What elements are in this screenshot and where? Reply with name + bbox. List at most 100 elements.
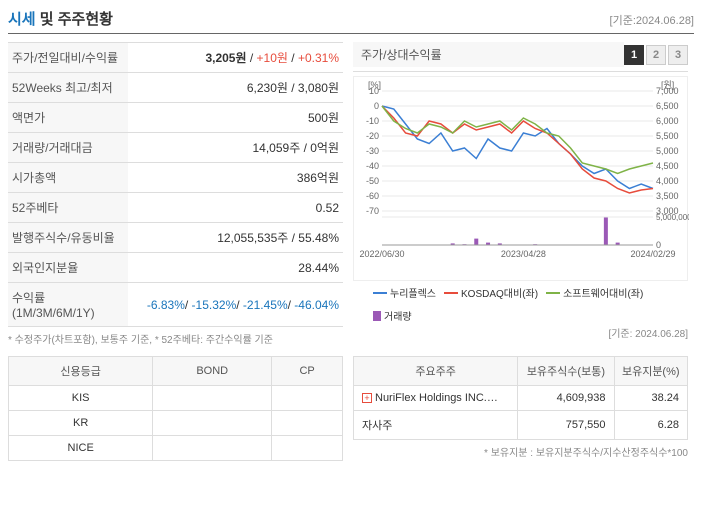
legend-item: 누리플렉스 (373, 285, 436, 300)
chart-area: 107,00006,500-106,000-205,500-305,000-40… (353, 76, 688, 281)
price-main: 3,205원 (205, 51, 246, 65)
stats-value: 14,059주 / 0억원 (128, 133, 343, 163)
shareholder-shares: 4,609,938 (518, 386, 614, 411)
shareholder-pct: 6.28 (614, 411, 688, 440)
legend-swatch (373, 292, 387, 294)
stats-label: 52주베타 (8, 193, 128, 223)
ratings-table: 신용등급BONDCP KISKRNICE (8, 356, 343, 461)
stats-label: 주가/전일대비/수익률 (8, 43, 128, 73)
return-1y: -46.04% (294, 298, 339, 312)
stats-footnote: * 수정주가(차트포함), 보통주 기준, * 52주베타: 주간수익률 기준 (8, 331, 343, 346)
shareholders-header: 보유주식수(보통) (518, 357, 614, 386)
legend-label: 소프트웨어대비(좌) (563, 285, 643, 300)
svg-text:-70: -70 (366, 206, 379, 216)
shareholder-name: +NuriFlex Holdings INC.… (354, 386, 518, 411)
legend-swatch (546, 292, 560, 294)
stats-value: 0.52 (128, 193, 343, 223)
svg-text:2024/02/29: 2024/02/29 (630, 249, 675, 259)
reference-date: [기준:2024.06.28] (610, 12, 694, 28)
stats-row: 시가총액386억원 (8, 163, 343, 193)
svg-text:6,500: 6,500 (656, 101, 679, 111)
return-1m: -6.83% (147, 298, 185, 312)
chart-tab-1[interactable]: 1 (624, 45, 644, 65)
page-title: 시세 및 주주현황 (8, 8, 113, 29)
legend-item: 거래량 (373, 308, 412, 323)
shareholders-table: 주요주주보유주식수(보통)보유지분(%) +NuriFlex Holdings … (353, 356, 688, 440)
stats-label: 발행주식수/유동비율 (8, 223, 128, 253)
ratings-row: NICE (9, 436, 343, 461)
stats-label: 시가총액 (8, 163, 128, 193)
stats-label: 52Weeks 최고/최저 (8, 73, 128, 103)
svg-text:-50: -50 (366, 176, 379, 186)
stats-value: 12,055,535주 / 55.48% (128, 223, 343, 253)
svg-text:3,500: 3,500 (656, 191, 679, 201)
svg-text:-40: -40 (366, 161, 379, 171)
stats-label: 거래량/거래대금 (8, 133, 128, 163)
rating-cp (272, 436, 343, 461)
svg-text:2022/06/30: 2022/06/30 (359, 249, 404, 259)
rating-cp (272, 386, 343, 411)
stats-row: 수익률 (1M/3M/6M/1Y)-6.83%/ -15.32%/ -21.45… (8, 283, 343, 327)
legend-item: KOSDAQ대비(좌) (444, 285, 538, 300)
shareholders-footnote: * 보유지분 : 보유지분주식수/지수산정주식수*100 (353, 444, 688, 459)
chart-ref-date: [기준: 2024.06.28] (353, 325, 688, 340)
svg-text:[%]: [%] (368, 80, 381, 90)
stats-row: 발행주식수/유동비율12,055,535주 / 55.48% (8, 223, 343, 253)
expand-icon[interactable]: + (362, 393, 372, 403)
shareholder-row: +NuriFlex Holdings INC.…4,609,93838.24 (354, 386, 688, 411)
ratings-header: CP (272, 357, 343, 386)
legend-label: 누리플렉스 (390, 285, 436, 300)
chart-tab-3[interactable]: 3 (668, 45, 688, 65)
legend-item: 소프트웨어대비(좌) (546, 285, 643, 300)
stats-label: 수익률 (1M/3M/6M/1Y) (8, 283, 128, 327)
stats-label: 액면가 (8, 103, 128, 133)
stats-row: 52Weeks 최고/최저6,230원 / 3,080원 (8, 73, 343, 103)
svg-text:5,000,000: 5,000,000 (656, 213, 689, 222)
chart-tabs: 123 (624, 45, 688, 65)
section-header: 시세 및 주주현황 [기준:2024.06.28] (8, 8, 694, 34)
rating-bond (153, 436, 272, 461)
svg-text:5,500: 5,500 (656, 131, 679, 141)
shareholder-pct: 38.24 (614, 386, 688, 411)
legend-label: 거래량 (384, 308, 412, 323)
chart-title: 주가/상대수익률 (353, 42, 624, 67)
legend-swatch (444, 292, 458, 294)
svg-text:0: 0 (374, 101, 379, 111)
stats-row: 거래량/거래대금14,059주 / 0억원 (8, 133, 343, 163)
stats-row: 주가/전일대비/수익률3,205원 / +10원 / +0.31% (8, 43, 343, 73)
price-change: +10원 (257, 51, 288, 65)
stats-value: 6,230원 / 3,080원 (128, 73, 343, 103)
ratings-header: 신용등급 (9, 357, 153, 386)
svg-text:-60: -60 (366, 191, 379, 201)
svg-text:-30: -30 (366, 146, 379, 156)
stats-row: 외국인지분율28.44% (8, 253, 343, 283)
ratings-row: KR (9, 411, 343, 436)
shareholder-name: 자사주 (354, 411, 518, 440)
svg-text:2023/04/28: 2023/04/28 (501, 249, 546, 259)
return-6m: -21.45% (243, 298, 288, 312)
svg-text:6,000: 6,000 (656, 116, 679, 126)
shareholder-row: 자사주757,5506.28 (354, 411, 688, 440)
rating-agency: NICE (9, 436, 153, 461)
shareholders-header: 주요주주 (354, 357, 518, 386)
stats-value: 500원 (128, 103, 343, 133)
title-accent: 시세 (8, 11, 36, 28)
stats-table: 주가/전일대비/수익률3,205원 / +10원 / +0.31%52Weeks… (8, 42, 343, 327)
stats-value: 28.44% (128, 253, 343, 283)
stats-row: 52주베타0.52 (8, 193, 343, 223)
rating-agency: KIS (9, 386, 153, 411)
rating-agency: KR (9, 411, 153, 436)
title-rest: 및 주주현황 (36, 11, 113, 28)
rating-bond (153, 411, 272, 436)
stats-row: 액면가500원 (8, 103, 343, 133)
ratings-header: BOND (153, 357, 272, 386)
price-pct: +0.31% (298, 51, 339, 65)
svg-text:-20: -20 (366, 131, 379, 141)
chart-tab-2[interactable]: 2 (646, 45, 666, 65)
shareholders-header: 보유지분(%) (614, 357, 688, 386)
stats-value: -6.83%/ -15.32%/ -21.45%/ -46.04% (128, 283, 343, 327)
chart-legend: 누리플렉스 KOSDAQ대비(좌) 소프트웨어대비(좌) 거래량 (353, 283, 688, 325)
rating-bond (153, 386, 272, 411)
stats-label: 외국인지분율 (8, 253, 128, 283)
stats-value: 386억원 (128, 163, 343, 193)
